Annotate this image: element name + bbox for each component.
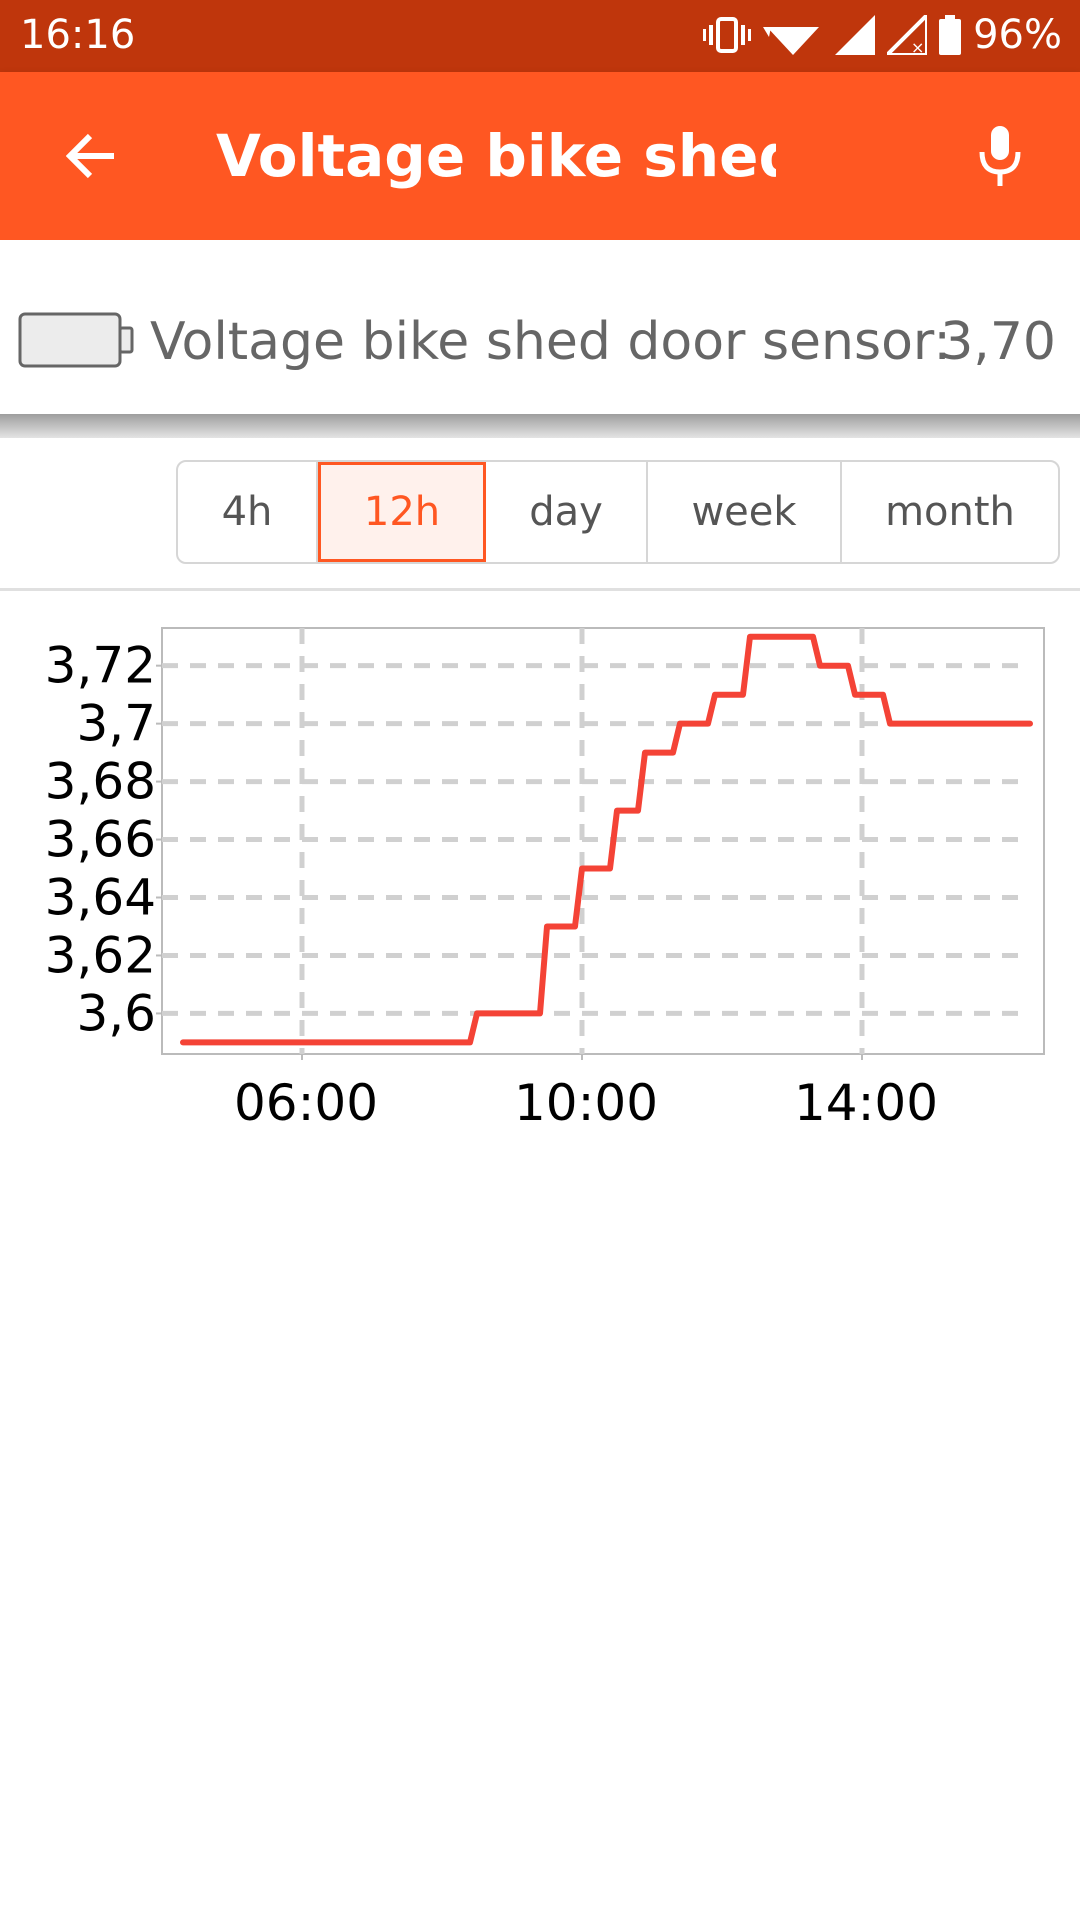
y-tick-label: 3,64 (45, 869, 156, 927)
y-tick-label: 3,68 (45, 753, 156, 811)
y-tick-label: 3,72 (45, 637, 156, 695)
series-line-0 (180, 633, 1033, 1046)
voice-search-button[interactable] (960, 116, 1040, 196)
x-tick-label: 06:00 (234, 1074, 378, 1132)
sensor-value: 3,70 (940, 312, 1056, 372)
page-title: Voltage bike shed… (216, 122, 776, 190)
y-tick-label: 3,62 (45, 926, 156, 984)
plot-frame (161, 627, 1045, 1055)
x-tick-label: 10:00 (514, 1074, 658, 1132)
mic-icon (979, 126, 1021, 186)
svg-text:×: × (911, 38, 924, 55)
tab-week[interactable]: week (648, 462, 842, 562)
vibrate-icon (703, 15, 752, 55)
wifi-icon (763, 15, 823, 55)
y-tick-label: 3,6 (76, 984, 156, 1042)
tab-4h[interactable]: 4h (178, 462, 318, 562)
tab-day[interactable]: day (486, 462, 648, 562)
y-tick-label: 3,7 (76, 695, 156, 753)
tab-12h[interactable]: 12h (318, 462, 486, 562)
battery-icon (939, 15, 962, 55)
tab-month[interactable]: month (885, 489, 1015, 535)
signal-icon (835, 15, 876, 55)
battery-percent: 96% (973, 12, 1062, 58)
status-time: 16:16 (20, 12, 136, 58)
arrow-back-icon (66, 133, 114, 179)
sensor-label: Voltage bike shed door sensor: (150, 312, 951, 372)
status-bar: 16:16 × (0, 0, 1080, 72)
y-tick-label: 3,66 (45, 811, 156, 869)
app-bar: Voltage bike shed… (0, 72, 1080, 240)
battery-outline-icon (18, 312, 134, 368)
voltage-chart: 3,723,73,683,663,643,623,6 06:00 10:00 14:0… (45, 627, 1045, 1132)
x-tick-label: 14:00 (794, 1074, 938, 1132)
back-button[interactable] (52, 116, 132, 196)
section-divider (0, 414, 1080, 438)
status-icons: × 96% (703, 10, 1062, 60)
sensor-row: Voltage bike shed door sensor: 3,70 (0, 240, 1080, 414)
range-selector: 4h 12h day week month (176, 460, 1060, 564)
signal-no-data-icon: × (887, 15, 928, 55)
tabs-divider (0, 588, 1080, 591)
